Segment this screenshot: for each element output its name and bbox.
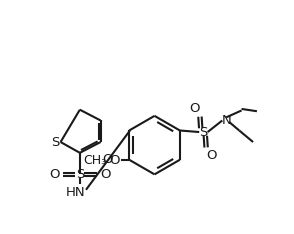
Text: O: O — [109, 154, 120, 167]
Text: N: N — [221, 114, 231, 127]
Text: O: O — [189, 102, 200, 115]
Text: S: S — [199, 125, 207, 139]
Text: HN: HN — [66, 186, 86, 199]
Text: O: O — [206, 149, 217, 162]
Text: S: S — [76, 168, 84, 181]
Text: CH₃: CH₃ — [83, 154, 106, 167]
Text: O: O — [102, 153, 113, 166]
Text: O: O — [100, 168, 111, 181]
Text: O: O — [49, 168, 60, 181]
Text: S: S — [51, 135, 59, 149]
